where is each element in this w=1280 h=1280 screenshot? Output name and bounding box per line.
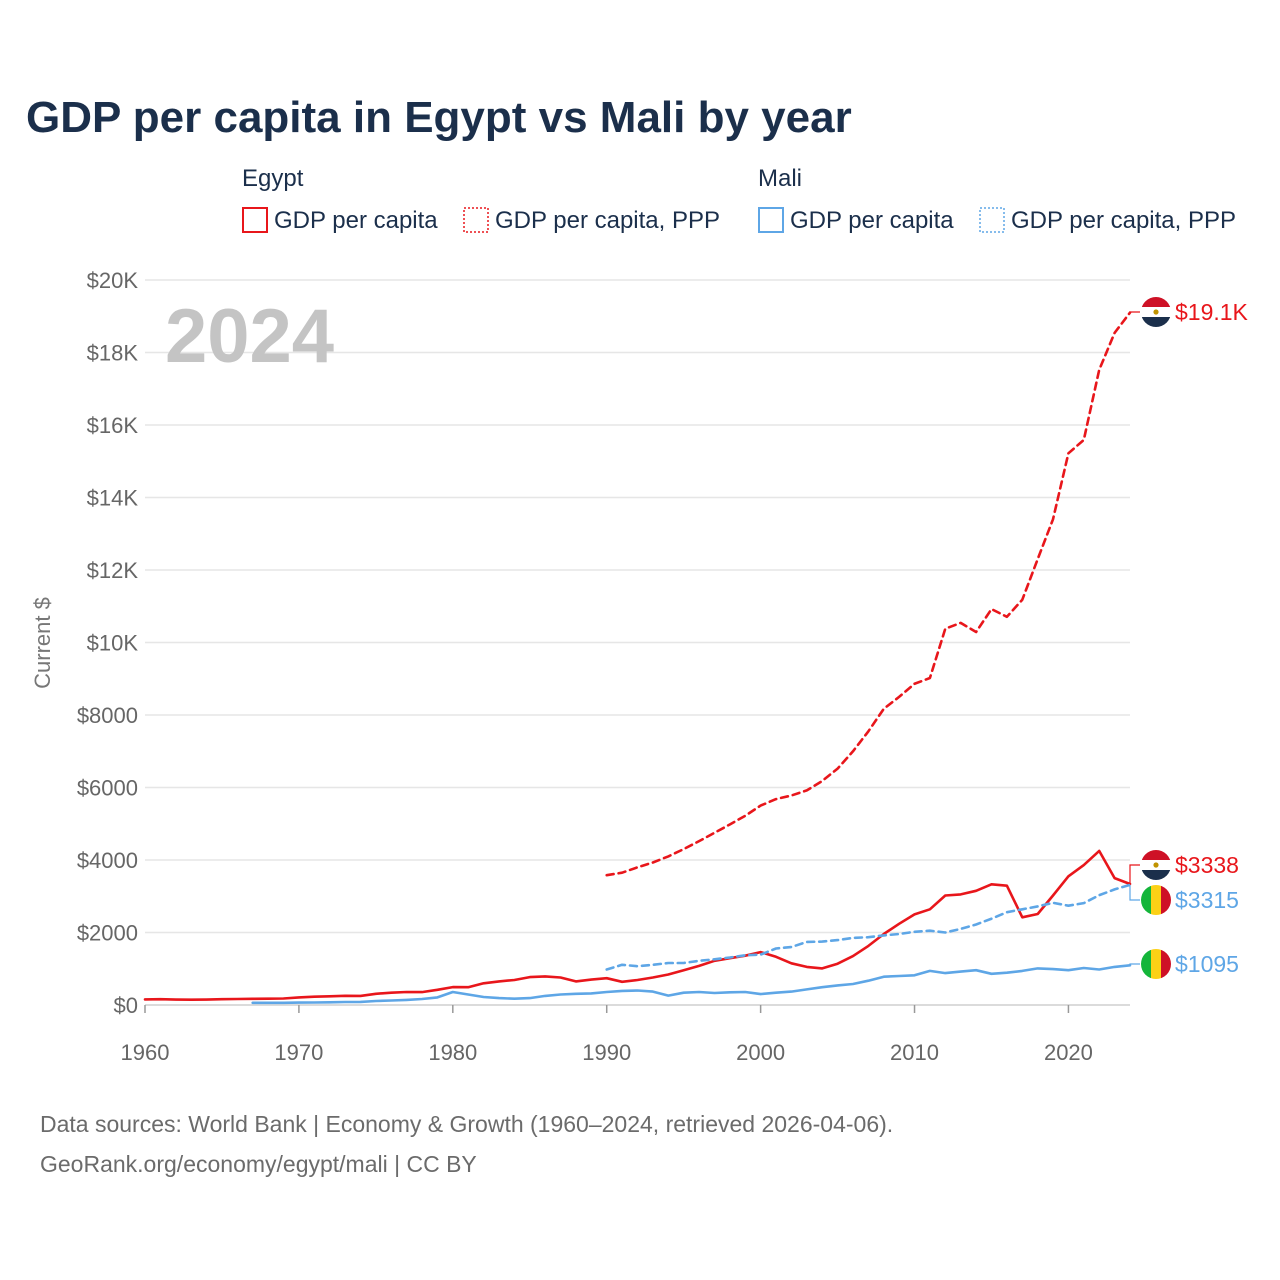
y-tick-label: $18K bbox=[87, 341, 139, 366]
chart-title: GDP per capita in Egypt vs Mali by year bbox=[26, 93, 852, 142]
series-line-mali-gdp[interactable] bbox=[251, 963, 1132, 1005]
legend-label-egypt-gdp[interactable]: GDP per capita bbox=[274, 207, 438, 234]
end-label-mali-gdp: $1095 bbox=[1175, 951, 1239, 977]
series-line-mali-ppp[interactable] bbox=[605, 883, 1132, 971]
source-line-2: GeoRank.org/economy/egypt/mali | CC BY bbox=[40, 1151, 477, 1177]
end-connector-egypt-gdp bbox=[1129, 864, 1140, 884]
x-tick-label: 1980 bbox=[428, 1040, 477, 1065]
x-tick-label: 2020 bbox=[1044, 1040, 1093, 1065]
grid bbox=[145, 279, 1130, 1006]
x-tick-label: 1970 bbox=[274, 1040, 323, 1065]
mali-flag-icon bbox=[1141, 949, 1171, 979]
end-label-mali-ppp: $3315 bbox=[1175, 887, 1239, 913]
legend-group-mali: Mali bbox=[758, 165, 802, 192]
y-tick-label: $12K bbox=[87, 558, 139, 583]
legend-label-egypt-ppp[interactable]: GDP per capita, PPP bbox=[495, 207, 720, 234]
series-line-egypt-ppp[interactable] bbox=[605, 311, 1132, 877]
legend-group-egypt: Egypt bbox=[242, 165, 304, 192]
mali-flag-icon bbox=[1141, 885, 1171, 915]
y-tick-label: $14K bbox=[87, 486, 139, 511]
end-label-egypt-ppp: $19.1K bbox=[1175, 299, 1249, 325]
y-tick-label: $6000 bbox=[77, 776, 138, 801]
end-label-egypt-gdp: $3338 bbox=[1175, 852, 1239, 878]
year-watermark: 2024 bbox=[165, 294, 334, 379]
end-connector-mali-gdp bbox=[1129, 963, 1140, 966]
y-axis-label: Current $ bbox=[30, 597, 55, 689]
legend-swatch-mali-ppp[interactable] bbox=[979, 207, 1005, 233]
x-tick-label: 2010 bbox=[890, 1040, 939, 1065]
y-tick-label: $20K bbox=[87, 268, 139, 293]
legend-label-mali-ppp[interactable]: GDP per capita, PPP bbox=[1011, 207, 1236, 234]
y-tick-label: $16K bbox=[87, 413, 139, 438]
y-tick-label: $0 bbox=[114, 993, 138, 1018]
y-tick-label: $10K bbox=[87, 631, 139, 656]
legend: Egypt GDP per capita GDP per capita, PPP… bbox=[242, 165, 1236, 234]
y-tick-label: $8000 bbox=[77, 703, 138, 728]
source-line-1: Data sources: World Bank | Economy & Gro… bbox=[40, 1111, 893, 1137]
end-connector-mali-ppp bbox=[1129, 884, 1140, 901]
legend-label-mali-gdp[interactable]: GDP per capita bbox=[790, 207, 954, 234]
y-axis-ticks: $0 $2000 $4000 $6000 $8000 $10K $12K $14K $16K $1… bbox=[77, 268, 139, 1018]
x-tick-label: 1990 bbox=[582, 1040, 631, 1065]
x-tick-label: 1960 bbox=[121, 1040, 170, 1065]
legend-swatch-egypt-ppp[interactable] bbox=[463, 207, 489, 233]
legend-swatch-egypt-gdp[interactable] bbox=[242, 207, 268, 233]
series bbox=[143, 311, 1132, 1005]
series-line-egypt-gdp[interactable] bbox=[143, 849, 1132, 1002]
y-tick-label: $2000 bbox=[77, 921, 138, 946]
end-connector-egypt-ppp bbox=[1129, 311, 1140, 313]
y-tick-label: $4000 bbox=[77, 848, 138, 873]
x-axis-ticks: 1960 1970 1980 1990 2000 2010 2020 bbox=[121, 1005, 1093, 1065]
legend-swatch-mali-gdp[interactable] bbox=[758, 207, 784, 233]
egypt-flag-icon bbox=[1141, 297, 1171, 327]
end-labels: $19.1K $3338 $3315 $1095 bbox=[1129, 297, 1249, 979]
egypt-flag-icon bbox=[1141, 850, 1171, 880]
x-tick-label: 2000 bbox=[736, 1040, 785, 1065]
